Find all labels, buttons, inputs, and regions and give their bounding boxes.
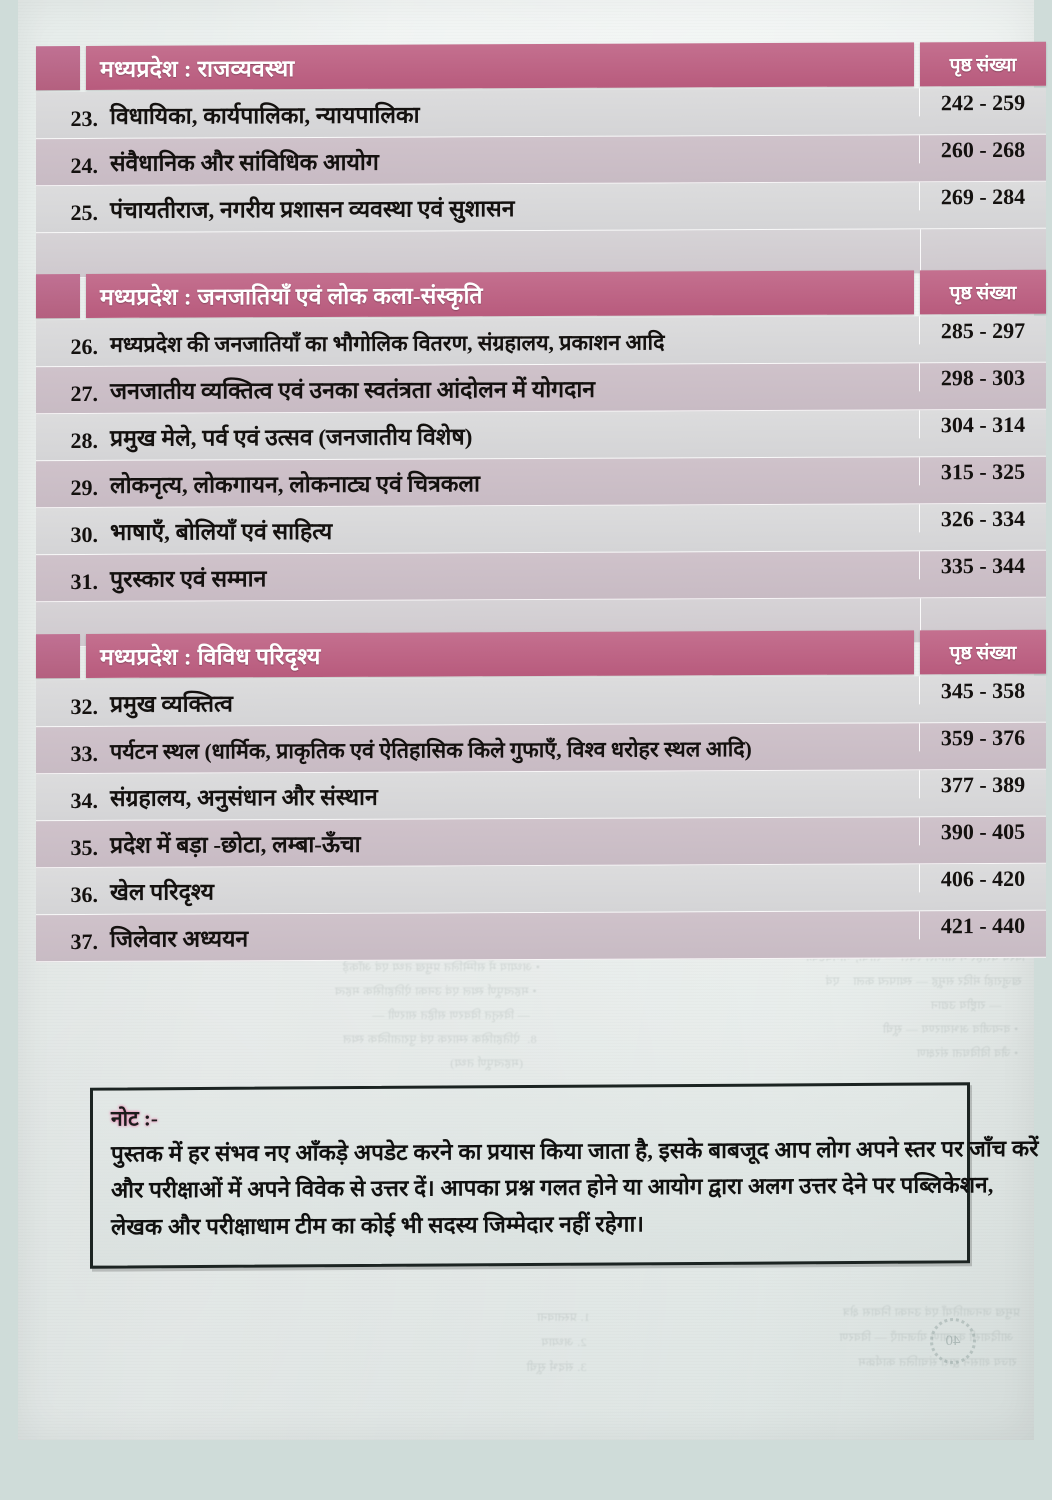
- row-label: पंचायतीराज, नगरीय प्रशासन व्यवस्था एवं स…: [110, 196, 515, 223]
- row-label: विधायिका, कार्यपालिका, न्यायपालिका: [110, 102, 420, 129]
- folio-mark: 40: [930, 1318, 976, 1364]
- section-rows: 32. प्रमुख व्यक्तित्व 345 - 358 33. पर्य…: [36, 675, 1046, 963]
- row-label: मध्यप्रदेश की जनजातियाँ का भौगोलिक वितरण…: [110, 330, 665, 357]
- section-header: मध्यप्रदेश : विविध परिदृश्य पृष्ठ संख्या: [36, 629, 1046, 679]
- page-column-header: पृष्ठ संख्या: [920, 629, 1046, 675]
- table-row[interactable]: 28. प्रमुख मेले, पर्व एवं उत्सव (जनजातीय…: [36, 409, 1046, 462]
- page-column-header: पृष्ठ संख्या: [920, 269, 1046, 315]
- section-title: मध्यप्रदेश : विविध परिदृश्य: [86, 630, 914, 678]
- row-label: जिलेवार अध्ययन: [110, 926, 249, 952]
- row-label: संवैधानिक और सांविधिक आयोग: [110, 149, 379, 176]
- row-pages: 421 - 440: [919, 910, 1046, 940]
- row-pages: 260 - 268: [919, 134, 1046, 164]
- section-header: मध्यप्रदेश : जनजातियाँ एवं लोक कला-संस्क…: [36, 269, 1046, 319]
- note-box: नोट :- पुस्तक में हर संभव नए आँकड़े अपडे…: [90, 1082, 1039, 1270]
- table-row[interactable]: 32. प्रमुख व्यक्तित्व 345 - 358: [36, 675, 1046, 728]
- row-number: 34.: [70, 787, 99, 814]
- row-pages: 304 - 314: [919, 409, 1046, 439]
- note-line: लेखक और परीक्षाधाम टीम का कोई भी सदस्य ज…: [111, 1211, 645, 1240]
- page-content: मध्यप्रदेश : राजव्यवस्था पृष्ठ संख्या 23…: [18, 0, 1046, 1440]
- row-number: 26.: [70, 333, 99, 360]
- row-number: 30.: [70, 521, 99, 548]
- section-header-tick: [36, 274, 80, 319]
- row-number: 28.: [70, 427, 99, 454]
- row-number: 33.: [70, 740, 99, 767]
- section-header-tick: [36, 46, 80, 91]
- row-label: जनजातीय व्यक्तित्व एवं उनका स्वतंत्रता आ…: [110, 376, 596, 404]
- section-header: मध्यप्रदेश : राजव्यवस्था पृष्ठ संख्या: [36, 41, 1046, 91]
- table-row[interactable]: 33. पर्यटन स्थल (धार्मिक, प्राकृतिक एवं …: [36, 722, 1046, 775]
- toc-section-rajvyavastha: मध्यप्रदेश : राजव्यवस्था पृष्ठ संख्या 23…: [36, 41, 1046, 279]
- table-row[interactable]: 27. जनजातीय व्यक्तित्व एवं उनका स्वतंत्र…: [36, 362, 1046, 415]
- row-pages: 377 - 389: [919, 769, 1046, 799]
- row-number: 36.: [70, 881, 99, 908]
- section-header-tick: [36, 634, 80, 679]
- row-number: 27.: [70, 380, 99, 407]
- table-row[interactable]: 24. संवैधानिक और सांविधिक आयोग 260 - 268: [36, 134, 1046, 187]
- row-label: लोकनृत्य, लोकगायन, लोकनाट्य एवं चित्रकला: [110, 471, 480, 498]
- row-label: प्रमुख मेले, पर्व एवं उत्सव (जनजातीय विश…: [110, 424, 473, 451]
- table-row[interactable]: 30. भाषाएँ, बोलियाँ एवं साहित्य 326 - 33…: [36, 503, 1046, 556]
- row-number: 37.: [70, 928, 99, 955]
- table-row[interactable]: 25. पंचायतीराज, नगरीय प्रशासन व्यवस्था ए…: [36, 181, 1046, 234]
- note-label: नोट :-: [111, 1106, 158, 1131]
- row-number: 23.: [70, 105, 99, 132]
- row-label: पुरस्कार एवं सम्मान: [110, 566, 267, 592]
- row-pages: 242 - 259: [919, 87, 1046, 117]
- row-number: 35.: [70, 834, 99, 861]
- row-label: प्रदेश में बड़ा -छोटा, लम्बा-ऊँचा: [110, 831, 361, 858]
- row-pages: 390 - 405: [919, 816, 1046, 846]
- row-pages: 285 - 297: [919, 315, 1046, 345]
- section-title: मध्यप्रदेश : राजव्यवस्था: [86, 42, 914, 90]
- row-number: 31.: [70, 568, 99, 595]
- row-pages: 406 - 420: [919, 863, 1046, 893]
- table-row[interactable]: 37. जिलेवार अध्ययन 421 - 440: [36, 910, 1046, 963]
- row-pages: 315 - 325: [919, 456, 1046, 486]
- tail-page-column: [920, 228, 1046, 274]
- row-pages: 298 - 303: [919, 362, 1046, 392]
- row-pages: 326 - 334: [919, 503, 1046, 533]
- section-title: मध्यप्रदेश : जनजातियाँ एवं लोक कला-संस्क…: [86, 270, 914, 318]
- row-label: प्रमुख व्यक्तित्व: [110, 691, 233, 717]
- row-pages: 345 - 358: [919, 675, 1046, 705]
- note-line: और परीक्षाओं में अपने विवेक से उत्तर दें…: [111, 1172, 994, 1203]
- section-rows: 26. मध्यप्रदेश की जनजातियाँ का भौगोलिक व…: [36, 315, 1046, 603]
- row-pages: 335 - 344: [919, 550, 1046, 580]
- section-rows: 23. विधायिका, कार्यपालिका, न्यायपालिका 2…: [36, 87, 1046, 234]
- table-row[interactable]: 31. पुरस्कार एवं सम्मान 335 - 344: [36, 550, 1046, 603]
- note-body: पुस्तक में हर संभव नए आँकड़े अपडेट करने …: [111, 1131, 1039, 1245]
- table-row[interactable]: 29. लोकनृत्य, लोकगायन, लोकनाट्य एवं चित्…: [36, 456, 1046, 509]
- row-pages: 359 - 376: [919, 722, 1046, 752]
- page-column-header: पृष्ठ संख्या: [920, 41, 1046, 87]
- row-number: 25.: [70, 199, 99, 226]
- table-row[interactable]: 36. खेल परिदृश्य 406 - 420: [36, 863, 1046, 916]
- note-line: पुस्तक में हर संभव नए आँकड़े अपडेट करने …: [111, 1135, 1039, 1167]
- row-label: पर्यटन स्थल (धार्मिक, प्राकृतिक एवं ऐतिह…: [110, 737, 752, 764]
- row-label: खेल परिदृश्य: [110, 879, 214, 905]
- row-label: संग्रहालय, अनुसंधान और संस्थान: [110, 784, 378, 811]
- table-row[interactable]: 23. विधायिका, कार्यपालिका, न्यायपालिका 2…: [36, 87, 1046, 140]
- toc-section-janjatiyan: मध्यप्रदेश : जनजातियाँ एवं लोक कला-संस्क…: [36, 269, 1046, 648]
- table-row[interactable]: 34. संग्रहालय, अनुसंधान और संस्थान 377 -…: [36, 769, 1046, 822]
- toc-section-vividh-paridrishya: मध्यप्रदेश : विविध परिदृश्य पृष्ठ संख्या…: [36, 629, 1046, 963]
- row-number: 24.: [70, 152, 99, 179]
- table-row[interactable]: 35. प्रदेश में बड़ा -छोटा, लम्बा-ऊँचा 39…: [36, 816, 1046, 869]
- table-row[interactable]: 26. मध्यप्रदेश की जनजातियाँ का भौगोलिक व…: [36, 315, 1046, 368]
- row-pages: 269 - 284: [919, 181, 1046, 211]
- row-number: 29.: [70, 474, 99, 501]
- row-label: भाषाएँ, बोलियाँ एवं साहित्य: [110, 518, 333, 545]
- row-number: 32.: [70, 693, 99, 720]
